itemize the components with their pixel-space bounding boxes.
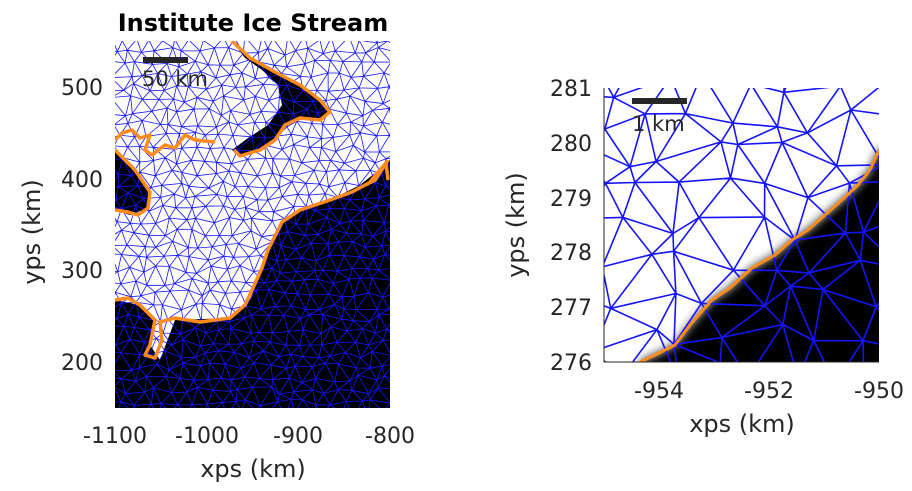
left-scalebar-label: 50 km — [142, 67, 208, 91]
right-ytick-label: 279 — [550, 187, 592, 212]
left-xtick-label: -800 — [365, 424, 415, 449]
right-grounding-line — [639, 149, 879, 362]
left-ytick-label: 500 — [61, 76, 103, 101]
left-x-axis: -1100 -1000 -900 -800 xps (km) — [83, 424, 415, 483]
mesh-edges — [604, 88, 879, 362]
right-ytick-label: 281 — [550, 77, 592, 102]
left-grounded-ice-north — [232, 41, 330, 156]
right-x-axis: -954 -952 -950 xps (km) — [634, 379, 904, 438]
right-xtick-label: -954 — [634, 379, 684, 404]
left-map-panel: Institute Ice Stream 50 km -1100 -1 — [18, 9, 415, 483]
left-y-axis-label: yps (km) — [18, 179, 46, 285]
left-ytick-label: 300 — [61, 259, 103, 284]
right-xtick-label: -950 — [854, 379, 904, 404]
left-xtick-label: -900 — [273, 424, 323, 449]
left-x-axis-label: xps (km) — [200, 455, 306, 483]
left-y-axis: 200 300 400 500 yps (km) — [18, 76, 103, 376]
right-y-axis: 276 277 278 279 280 281 yps (km) — [502, 77, 592, 376]
right-scalebar-label: 1 km — [632, 112, 685, 136]
left-ytick-label: 400 — [61, 168, 103, 193]
left-chart-title: Institute Ice Stream — [118, 9, 389, 37]
right-ytick-label: 276 — [550, 351, 592, 376]
left-ytick-label: 200 — [61, 351, 103, 376]
right-ytick-label: 280 — [550, 132, 592, 157]
right-ytick-label: 277 — [550, 296, 592, 321]
right-x-axis-label: xps (km) — [689, 410, 795, 438]
right-xtick-label: -952 — [744, 379, 794, 404]
left-grounded-ice-west — [115, 150, 150, 215]
right-ytick-label: 278 — [550, 241, 592, 266]
left-grounding-line — [115, 41, 390, 360]
left-xtick-label: -1100 — [83, 424, 147, 449]
left-xtick-label: -1000 — [175, 424, 239, 449]
right-map-panel: 1 km -954 -952 -950 xps (km) 276 277 278… — [502, 77, 904, 438]
right-y-axis-label: yps (km) — [502, 172, 530, 278]
right-mesh — [604, 88, 879, 362]
